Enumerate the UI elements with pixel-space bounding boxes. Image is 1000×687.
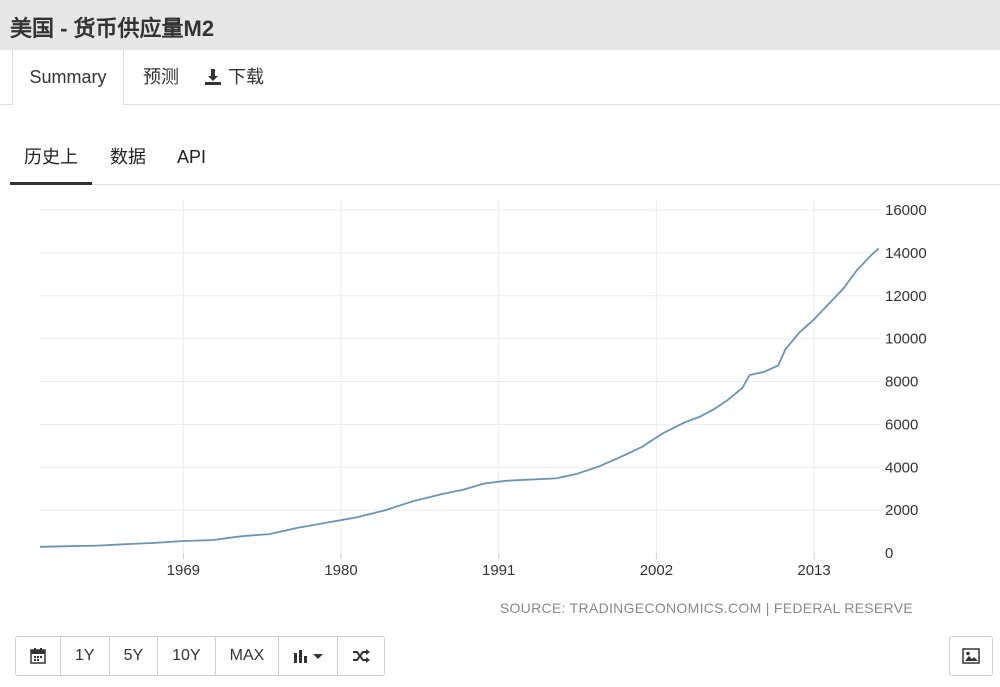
shuffle-button[interactable]: [338, 637, 384, 675]
series-line: [39, 247, 880, 548]
bar-chart-icon: [294, 650, 308, 663]
y-tick-label: 2000: [885, 502, 918, 519]
download-icon: [205, 69, 221, 85]
x-tick-label: 2013: [797, 562, 830, 579]
range-5y-button[interactable]: 5Y: [110, 637, 159, 675]
export-image-button[interactable]: [949, 636, 993, 676]
range-1y-button[interactable]: 1Y: [61, 637, 110, 675]
x-tick-label: 2002: [640, 562, 673, 579]
m2-line-chart: 1969 1980 1991 2002 2013 0 2000 4000 6000 8000 10…: [39, 200, 927, 616]
chart-panel: 1969 1980 1991 2002 2013 0 2000 4000 6000 8000 10…: [10, 185, 998, 625]
chevron-down-icon: [313, 654, 324, 659]
x-tick-label: 1991: [482, 562, 515, 579]
tab-data[interactable]: 数据: [110, 132, 146, 182]
tab-download-label: 下载: [228, 67, 264, 87]
x-tick-label: 1969: [167, 562, 200, 579]
x-tick-label: 1980: [324, 562, 357, 579]
y-tick-label: 14000: [885, 245, 927, 262]
chart-toolbar: 1Y 5Y 10Y MAX: [15, 636, 386, 676]
calendar-icon: [30, 648, 46, 664]
tab-forecast[interactable]: 预测: [143, 50, 179, 104]
image-icon: [962, 648, 980, 664]
chart-source: SOURCE: TRADINGECONOMICS.COM | FEDERAL R…: [500, 600, 913, 616]
y-tick-label: 4000: [885, 459, 918, 476]
shuffle-icon: [353, 649, 371, 663]
tab-historical[interactable]: 历史上: [10, 132, 92, 185]
chart-type-button[interactable]: [279, 637, 339, 675]
tab-data-label: 数据: [110, 147, 146, 167]
tab-summary[interactable]: Summary: [12, 50, 124, 105]
top-tabs: Summary 预测 下载: [0, 50, 1000, 105]
tab-api-label: API: [177, 147, 207, 167]
y-tick-label: 0: [885, 545, 893, 562]
tab-historical-label: 历史上: [24, 147, 78, 167]
y-tick-label: 10000: [885, 331, 927, 348]
sub-tabs: 历史上 数据 API: [10, 132, 1000, 185]
range-10y-button[interactable]: 10Y: [158, 637, 216, 675]
tab-forecast-label: 预测: [143, 67, 179, 87]
y-tick-label: 16000: [885, 202, 927, 219]
y-tick-label: 12000: [885, 288, 927, 305]
y-tick-label: 8000: [885, 374, 918, 391]
tab-download[interactable]: 下载: [204, 50, 264, 104]
calendar-button[interactable]: [16, 637, 61, 675]
range-max-button[interactable]: MAX: [216, 637, 280, 675]
y-tick-label: 6000: [885, 416, 918, 433]
tab-api[interactable]: API: [177, 132, 206, 182]
page-title: 美国 - 货币供应量M2: [10, 16, 215, 41]
tab-summary-label: Summary: [29, 67, 107, 87]
title-bar: 美国 - 货币供应量M2: [0, 0, 1000, 50]
